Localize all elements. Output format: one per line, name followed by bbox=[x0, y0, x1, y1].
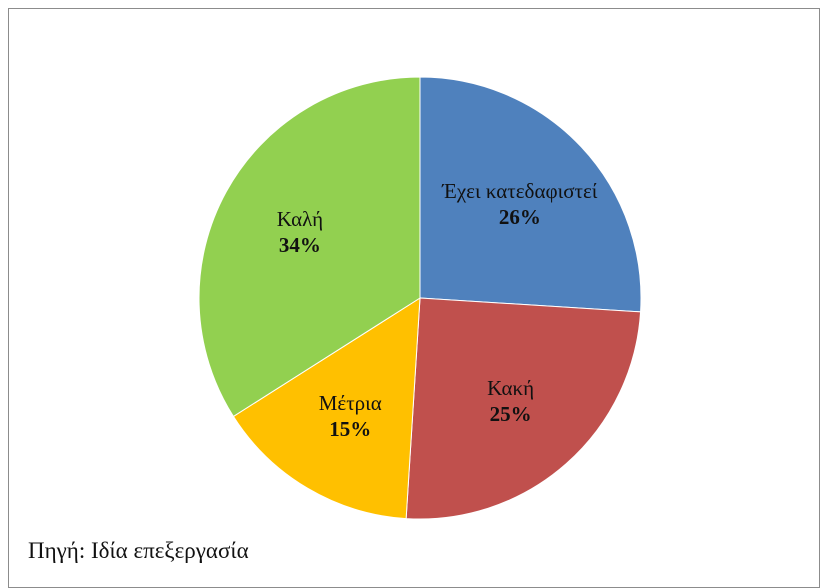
value-label: 26% bbox=[498, 205, 541, 230]
page: Πηγή: Ιδία επεξεργασία Έχει κατεδαφιστεί… bbox=[8, 8, 820, 588]
chart bbox=[198, 76, 642, 520]
slice-label: Καλή 34% bbox=[220, 206, 380, 258]
source-note: Πηγή: Ιδία επεξεργασία bbox=[28, 538, 249, 563]
pie-slice bbox=[405, 297, 642, 520]
category-label: Καλή bbox=[276, 206, 324, 231]
pie-slice bbox=[198, 76, 421, 418]
pie-slice bbox=[232, 297, 421, 520]
category-label: Μέτρια bbox=[318, 390, 382, 415]
value-label: 15% bbox=[329, 416, 372, 441]
value-label: 25% bbox=[489, 401, 532, 426]
slice-label: Κακή 25% bbox=[431, 375, 591, 427]
slice-label: Μέτρια 15% bbox=[270, 390, 430, 442]
value-label: 34% bbox=[278, 232, 321, 257]
category-label: Έχει κατεδαφιστεί bbox=[442, 179, 598, 204]
slice-label: Έχει κατεδαφιστεί 26% bbox=[440, 178, 600, 230]
category-label: Κακή bbox=[487, 375, 535, 400]
pie-slice bbox=[419, 76, 642, 313]
